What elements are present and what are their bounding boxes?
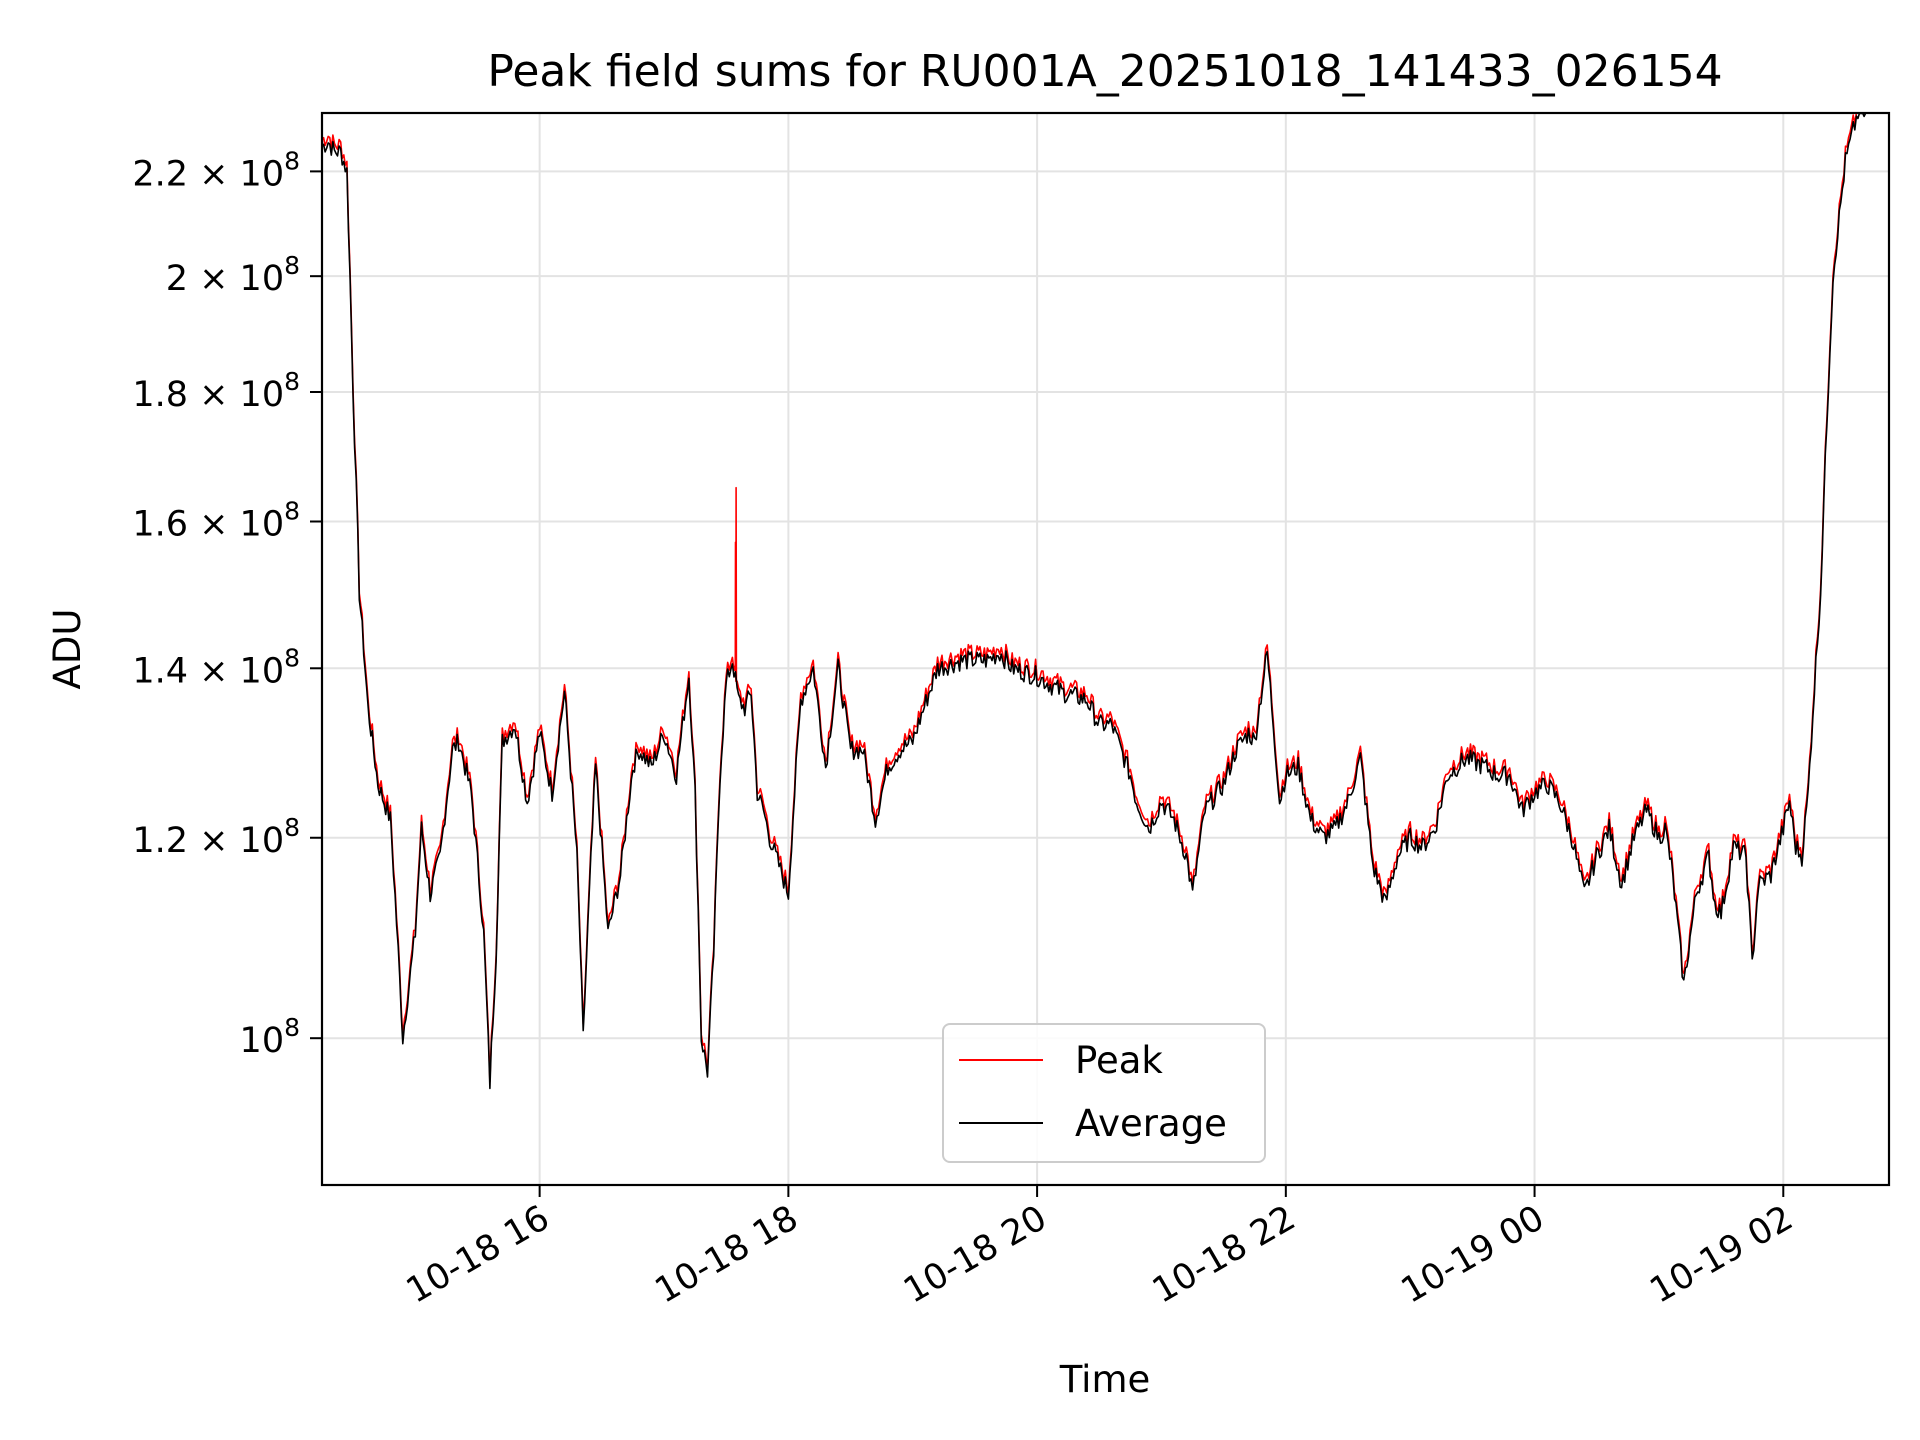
y-tick-label: 2 × 108 <box>166 251 300 299</box>
y-tick-label: 2.2 × 108 <box>132 146 300 194</box>
x-axis-label: Time <box>1059 1358 1151 1401</box>
grid <box>322 113 1889 1185</box>
series-layer <box>322 113 1869 1090</box>
y-tick-label: 1.8 × 108 <box>132 367 300 415</box>
legend-box <box>942 1023 1266 1163</box>
legend-average-label: Average <box>1075 1102 1227 1145</box>
y-tick-mantissa: 1.4 × 10 <box>132 651 284 691</box>
y-tick-exponent: 8 <box>284 1013 300 1042</box>
y-tick-label: 1.6 × 108 <box>132 496 300 544</box>
y-tick-exponent: 8 <box>284 643 300 672</box>
y-tick-mantissa: 1.2 × 10 <box>132 821 284 861</box>
series-line-average <box>322 113 1869 1090</box>
y-tick-exponent: 8 <box>284 813 300 842</box>
y-tick-mantissa: 2.2 × 10 <box>132 154 284 194</box>
legend-peak-label: Peak <box>1075 1039 1163 1082</box>
y-tick-exponent: 8 <box>284 251 300 280</box>
y-tick-exponent: 8 <box>284 496 300 525</box>
y-tick-mantissa: 10 <box>240 1021 285 1061</box>
y-tick-mantissa: 1.6 × 10 <box>132 504 284 544</box>
legend: Peak Average <box>942 1023 1266 1163</box>
y-tick-exponent: 8 <box>284 367 300 396</box>
y-tick-mantissa: 1.8 × 10 <box>132 375 284 415</box>
y-tick-exponent: 8 <box>284 146 300 175</box>
plot-frame <box>320 111 1891 1187</box>
chart-title: Peak field sums for RU001A_20251018_1414… <box>487 46 1722 97</box>
y-tick-label: 108 <box>240 1013 300 1061</box>
y-tick-label: 1.2 × 108 <box>132 813 300 861</box>
y-tick-label: 1.4 × 108 <box>132 643 300 691</box>
y-tick-mantissa: 2 × 10 <box>166 259 284 299</box>
y-axis-label: ADU <box>46 609 89 690</box>
